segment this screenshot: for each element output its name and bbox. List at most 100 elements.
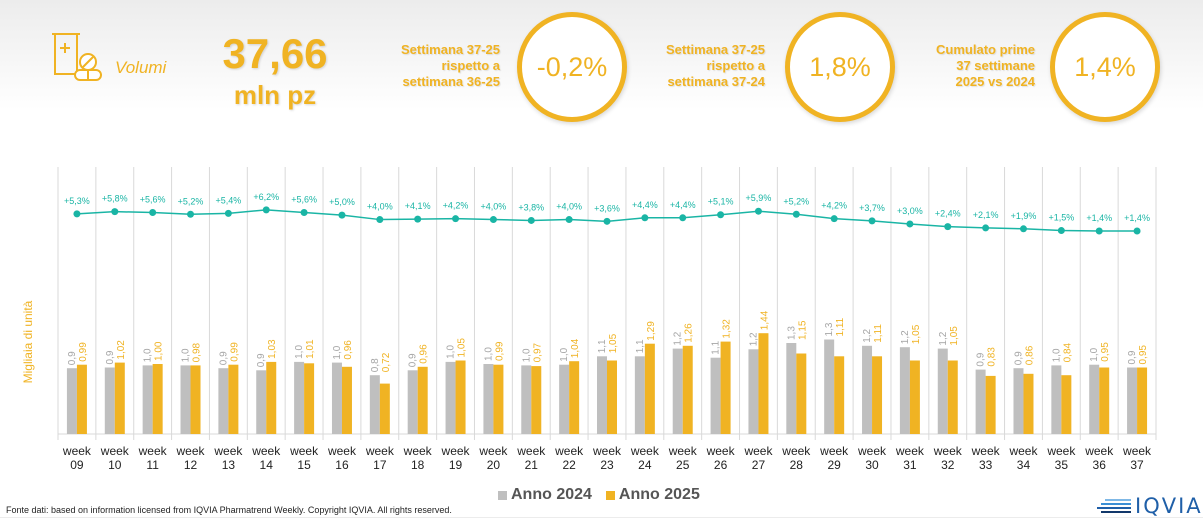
bar-2025 <box>1061 375 1072 434</box>
bar-label-2024: 0,8 <box>370 358 381 372</box>
bar-label-2024: 0,9 <box>218 351 229 365</box>
bar-label-2025: 1,05 <box>608 333 619 353</box>
kpi-circle-week-vs-prev-week: -0,2% <box>517 12 627 122</box>
kpi-label-line: rispetto a <box>441 58 500 73</box>
bar-2025 <box>493 364 504 434</box>
kpi-value: 1,4% <box>1074 51 1136 82</box>
x-tick-label: 27 <box>752 458 766 470</box>
bar-2024 <box>634 356 645 434</box>
bar-2024 <box>862 345 873 434</box>
bar-label-2025: 1,05 <box>457 338 468 358</box>
growth-point <box>1057 227 1065 235</box>
bar-2024 <box>559 364 570 434</box>
growth-label: +4,1% <box>405 201 431 211</box>
x-tick-label: 20 <box>487 458 501 470</box>
bar-2024 <box>180 365 191 434</box>
bar-label-2024: 0,9 <box>408 353 419 367</box>
x-tick-label: week <box>857 444 887 458</box>
bar-2024 <box>748 349 759 434</box>
x-tick-label: week <box>592 444 622 458</box>
bar-label-2025: 0,72 <box>381 352 392 372</box>
bar-label-2024: 1,0 <box>294 345 305 359</box>
bar-label-2025: 0,96 <box>343 340 354 360</box>
growth-label: +5,6% <box>291 195 317 205</box>
x-tick-label: 15 <box>297 458 311 470</box>
growth-point <box>906 220 914 228</box>
x-tick-label: week <box>516 444 546 458</box>
x-tick-label: week <box>743 444 773 458</box>
x-tick-label: week <box>62 444 92 458</box>
bar-label-2025: 1,00 <box>154 341 165 361</box>
growth-label: +5,9% <box>746 193 772 203</box>
growth-point <box>641 214 649 222</box>
bar-label-2024: 0,9 <box>105 350 116 364</box>
growth-point <box>1019 225 1027 233</box>
x-tick-label: week <box>1084 444 1114 458</box>
bar-label-2024: 1,3 <box>824 322 835 336</box>
bar-2024 <box>786 343 797 434</box>
growth-label: +4,0% <box>367 202 393 212</box>
growth-point <box>679 214 687 222</box>
bar-2024 <box>1127 367 1138 434</box>
x-tick-label: 37 <box>1130 458 1144 470</box>
bar-label-2024: 1,0 <box>521 348 532 362</box>
bar-label-2025: 1,02 <box>116 340 127 360</box>
bar-label-2024: 1,1 <box>635 339 646 353</box>
metric-value: 37,66 <box>222 30 328 77</box>
bar-2024 <box>104 367 115 434</box>
growth-label: +2,4% <box>935 209 961 219</box>
x-tick-label: week <box>138 444 168 458</box>
source-note: Fonte dati: based on information license… <box>6 505 452 515</box>
kpi-label-week-vs-prev-week: Settimana 37-25 rispetto a settimana 36-… <box>380 42 500 90</box>
x-tick-label: week <box>213 444 243 458</box>
kpi-label-week-vs-last-year: Settimana 37-25 rispetto a settimana 37-… <box>645 42 765 90</box>
bar-label-2025: 1,03 <box>267 339 278 359</box>
bar-2024 <box>142 365 153 434</box>
growth-point <box>792 210 800 218</box>
bar-label-2025: 1,05 <box>911 324 922 344</box>
bar-2024 <box>407 370 418 434</box>
bar-2024 <box>975 369 986 434</box>
x-tick-label: week <box>176 444 206 458</box>
x-tick-label: week <box>933 444 963 458</box>
kpi-label-line: rispetto a <box>706 58 765 73</box>
x-tick-label: 09 <box>70 458 84 470</box>
bar-label-2024: 1,0 <box>181 348 192 362</box>
bar-label-2024: 0,9 <box>256 353 267 367</box>
growth-point <box>565 216 573 224</box>
bar-2025 <box>569 361 580 434</box>
iqvia-lines-icon <box>1097 499 1131 513</box>
growth-point <box>944 223 952 231</box>
kpi-circle-cumulative: 1,4% <box>1050 12 1160 122</box>
legend-swatch-2025 <box>605 490 615 500</box>
kpi-label-line: 2025 vs 2024 <box>955 74 1035 89</box>
growth-point <box>452 215 460 223</box>
bar-2025 <box>909 360 920 434</box>
x-tick-label: 26 <box>714 458 728 470</box>
growth-point <box>414 215 422 223</box>
metric-unit: mln pz <box>233 80 317 110</box>
x-tick-label: 23 <box>600 458 614 470</box>
bar-2024 <box>710 357 721 434</box>
x-tick-label: week <box>781 444 811 458</box>
bar-2025 <box>304 363 315 434</box>
kpi-label-line: Settimana 37-25 <box>401 42 500 57</box>
bar-label-2025: 1,44 <box>759 310 770 330</box>
bar-2024 <box>521 365 532 434</box>
bar-label-2024: 0,9 <box>1013 351 1024 365</box>
bar-2025 <box>379 383 390 434</box>
bar-2024 <box>331 362 342 434</box>
growth-point <box>603 217 611 225</box>
legend-item-2024: Anno 2024 <box>498 486 592 504</box>
bar-label-2024: 1,2 <box>900 330 911 344</box>
x-tick-label: week <box>478 444 508 458</box>
x-tick-label: 11 <box>146 458 159 470</box>
bar-2024 <box>597 356 607 434</box>
growth-label: +3,8% <box>518 202 544 212</box>
growth-point <box>187 210 195 218</box>
bar-label-2025: 0,84 <box>1062 342 1073 362</box>
growth-label: +4,2% <box>821 201 847 211</box>
x-tick-label: 14 <box>260 458 274 470</box>
bar-2024 <box>256 370 267 434</box>
